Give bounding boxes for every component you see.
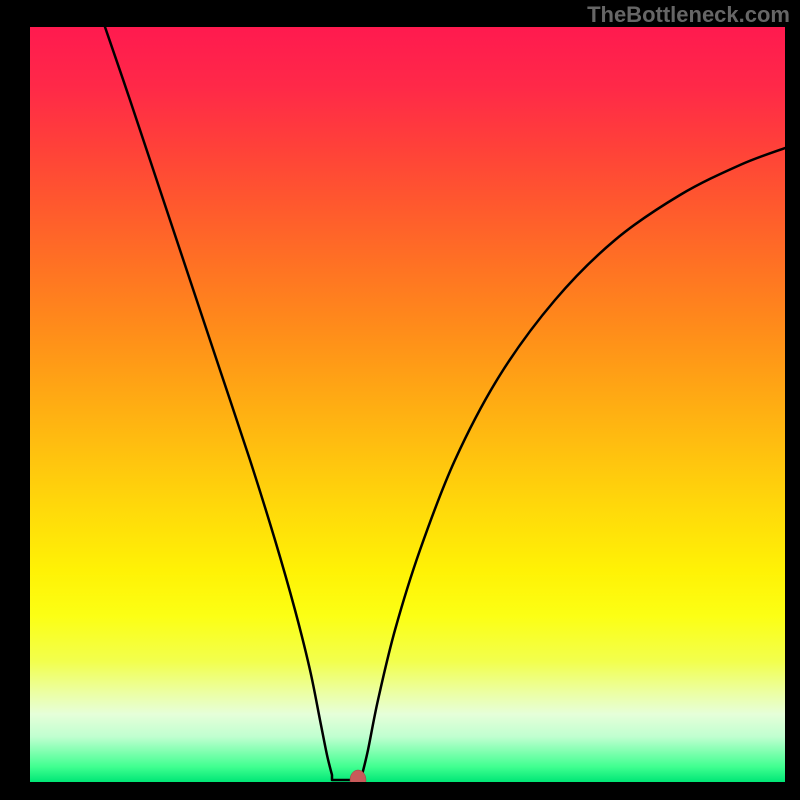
chart-svg [0, 0, 800, 800]
chart-container: TheBottleneck.com [0, 0, 800, 800]
watermark-text: TheBottleneck.com [587, 2, 790, 28]
